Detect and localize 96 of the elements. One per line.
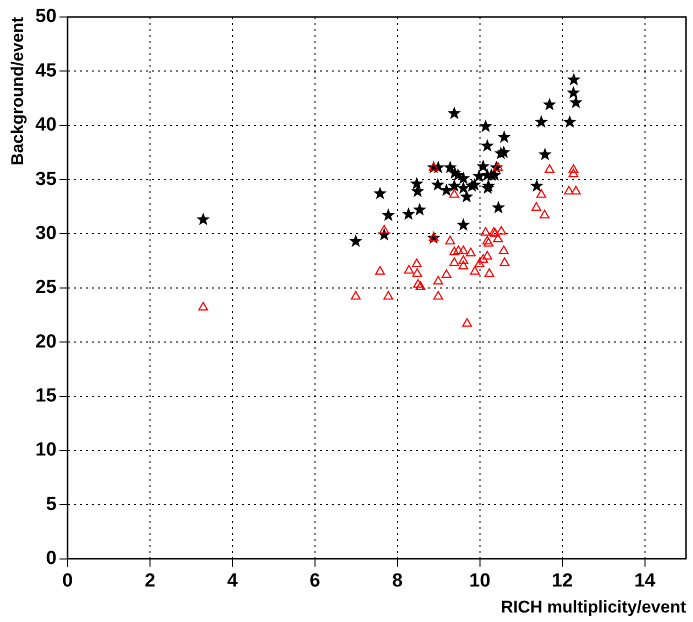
point xyxy=(383,290,394,300)
point xyxy=(570,186,581,195)
point xyxy=(474,258,484,268)
point xyxy=(382,208,395,221)
point xyxy=(410,176,424,190)
point xyxy=(468,178,482,191)
point xyxy=(196,212,210,226)
point xyxy=(470,266,480,275)
x-tick-label: 4 xyxy=(227,570,238,592)
point xyxy=(568,164,578,173)
point xyxy=(456,181,470,194)
y-tick-label: 50 xyxy=(35,6,57,28)
x-tick-label: 2 xyxy=(144,570,156,592)
point xyxy=(412,268,422,277)
point xyxy=(534,115,548,128)
point xyxy=(428,232,439,242)
point xyxy=(412,202,426,216)
point xyxy=(428,162,439,171)
point xyxy=(198,302,208,311)
y-tick-label: 25 xyxy=(35,277,57,298)
point xyxy=(433,290,444,300)
point xyxy=(538,148,552,160)
point xyxy=(498,130,511,143)
point xyxy=(530,179,544,192)
y-tick-label: 40 xyxy=(35,114,57,136)
point xyxy=(536,189,546,198)
y-tick-label: 30 xyxy=(35,222,57,244)
x-tick-label: 12 xyxy=(552,570,573,592)
point xyxy=(449,189,460,198)
point xyxy=(484,268,494,277)
point xyxy=(349,234,362,247)
point xyxy=(460,190,474,203)
x-tick-label: 14 xyxy=(634,570,656,592)
y-axis-title: Background/event xyxy=(8,16,27,166)
point xyxy=(433,276,444,284)
point xyxy=(567,72,581,86)
point xyxy=(449,246,460,256)
point xyxy=(449,257,460,266)
y-tick-label: 0 xyxy=(46,548,57,570)
point xyxy=(493,234,503,242)
point xyxy=(375,266,385,275)
point xyxy=(458,260,468,270)
point xyxy=(456,218,470,231)
point xyxy=(482,250,492,260)
point xyxy=(350,290,361,300)
x-tick-label: 6 xyxy=(310,570,320,592)
y-tick-label: 45 xyxy=(35,60,57,82)
point xyxy=(496,226,506,235)
point xyxy=(476,160,490,172)
x-tick-label: 0 xyxy=(62,570,73,592)
x-tick-label: 10 xyxy=(469,570,490,592)
point xyxy=(458,245,468,254)
point xyxy=(498,245,509,254)
point xyxy=(412,258,422,268)
point xyxy=(478,254,488,263)
point xyxy=(569,96,583,108)
point xyxy=(484,238,494,247)
point xyxy=(453,245,464,254)
point xyxy=(566,86,580,99)
point xyxy=(540,210,550,218)
point xyxy=(542,98,556,110)
point xyxy=(466,248,476,256)
point xyxy=(500,257,510,266)
x-axis-title: RICH multiplicity/event xyxy=(500,597,686,616)
point xyxy=(448,106,461,120)
point xyxy=(445,236,456,244)
point xyxy=(563,115,576,128)
y-tick-label: 10 xyxy=(35,440,57,461)
point xyxy=(458,255,468,264)
point xyxy=(413,279,423,288)
point xyxy=(480,138,494,152)
x-tick-label: 8 xyxy=(392,570,403,592)
y-tick-label: 5 xyxy=(46,494,57,515)
point xyxy=(462,318,472,327)
y-tick-label: 35 xyxy=(35,168,57,190)
point xyxy=(480,227,491,236)
point xyxy=(478,119,492,132)
point xyxy=(442,269,452,278)
point xyxy=(564,186,574,195)
y-tick-label: 20 xyxy=(35,331,57,352)
point xyxy=(472,169,486,182)
point xyxy=(568,168,578,178)
point xyxy=(482,236,492,244)
point xyxy=(492,200,506,214)
point xyxy=(404,264,414,274)
point xyxy=(402,207,416,220)
point xyxy=(440,183,454,196)
point xyxy=(379,224,390,234)
point xyxy=(431,178,444,191)
point xyxy=(373,186,387,200)
point xyxy=(531,202,542,211)
point xyxy=(448,179,461,192)
point xyxy=(416,281,426,290)
point xyxy=(497,145,510,158)
y-tick-label: 15 xyxy=(35,385,57,406)
point xyxy=(544,164,554,173)
